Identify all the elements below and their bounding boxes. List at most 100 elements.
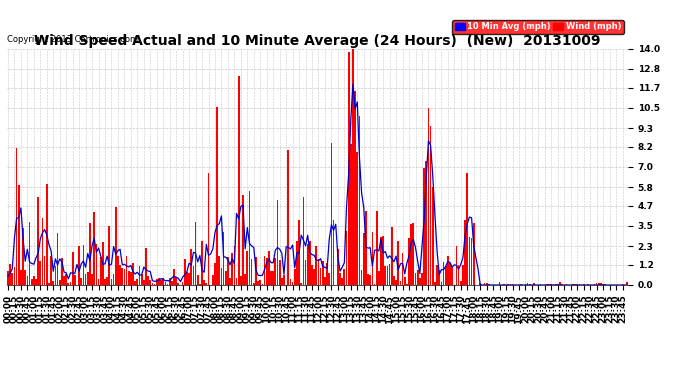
Bar (499, 282, 500, 285)
Bar (553, 284, 554, 285)
Bar (98, 279, 99, 285)
Bar (574, 284, 576, 285)
Bar (551, 284, 552, 285)
Bar (121, 268, 123, 285)
Bar (462, 265, 464, 285)
Bar (434, 282, 436, 285)
Bar (622, 284, 623, 285)
Bar (206, 283, 207, 285)
Bar (160, 280, 162, 285)
Bar (43, 255, 46, 285)
Bar (52, 281, 54, 285)
Bar (248, 190, 250, 285)
Bar (324, 278, 326, 285)
Bar (466, 173, 468, 285)
Bar (26, 276, 28, 285)
Bar (130, 272, 132, 285)
Bar (419, 278, 421, 285)
Bar (46, 184, 48, 285)
Bar (626, 282, 628, 285)
Bar (488, 284, 490, 285)
Bar (604, 284, 606, 285)
Bar (292, 282, 293, 285)
Bar (509, 284, 511, 285)
Text: Copyright 2013 Cartronics.com: Copyright 2013 Cartronics.com (7, 34, 138, 44)
Bar (162, 278, 164, 285)
Bar (236, 279, 237, 285)
Bar (246, 251, 248, 285)
Bar (139, 266, 140, 285)
Bar (264, 256, 266, 285)
Bar (449, 262, 451, 285)
Bar (602, 284, 604, 285)
Bar (14, 267, 15, 285)
Bar (266, 258, 268, 285)
Bar (89, 223, 91, 285)
Bar (20, 270, 22, 285)
Bar (91, 274, 93, 285)
Bar (464, 220, 466, 285)
Bar (87, 272, 88, 285)
Bar (152, 283, 153, 285)
Bar (378, 272, 380, 285)
Bar (367, 273, 369, 285)
Bar (344, 269, 345, 285)
Bar (359, 116, 360, 285)
Bar (484, 283, 485, 285)
Bar (184, 259, 186, 285)
Bar (357, 152, 358, 285)
Bar (595, 283, 598, 285)
Bar (66, 274, 67, 285)
Bar (480, 284, 481, 285)
Bar (221, 268, 222, 285)
Bar (440, 282, 442, 285)
Bar (354, 91, 356, 285)
Bar (110, 279, 112, 285)
Bar (190, 249, 192, 285)
Bar (546, 284, 548, 285)
Bar (124, 268, 126, 285)
Bar (533, 283, 535, 285)
Bar (219, 256, 220, 285)
Bar (85, 274, 86, 285)
Bar (255, 257, 257, 285)
Bar (115, 207, 117, 285)
Bar (447, 255, 448, 285)
Bar (154, 284, 155, 285)
Bar (83, 245, 84, 285)
Bar (112, 273, 115, 285)
Bar (257, 281, 259, 285)
Bar (227, 257, 229, 285)
Bar (319, 268, 322, 285)
Bar (259, 280, 261, 285)
Bar (93, 212, 95, 285)
Bar (128, 271, 130, 285)
Bar (339, 273, 341, 285)
Bar (9, 264, 11, 285)
Bar (400, 281, 402, 285)
Bar (186, 272, 188, 285)
Bar (197, 275, 199, 285)
Bar (587, 284, 589, 285)
Bar (201, 241, 203, 285)
Bar (135, 281, 136, 285)
Bar (273, 271, 274, 285)
Bar (150, 280, 151, 285)
Bar (268, 251, 270, 285)
Bar (369, 275, 371, 285)
Bar (167, 284, 168, 285)
Bar (371, 231, 373, 285)
Bar (16, 148, 17, 285)
Bar (524, 284, 526, 285)
Bar (421, 273, 423, 285)
Bar (225, 271, 226, 285)
Bar (350, 144, 352, 285)
Bar (275, 258, 276, 285)
Bar (48, 282, 50, 285)
Bar (277, 200, 278, 285)
Bar (199, 284, 201, 285)
Bar (300, 283, 302, 285)
Bar (253, 283, 255, 285)
Bar (322, 261, 324, 285)
Bar (540, 284, 542, 285)
